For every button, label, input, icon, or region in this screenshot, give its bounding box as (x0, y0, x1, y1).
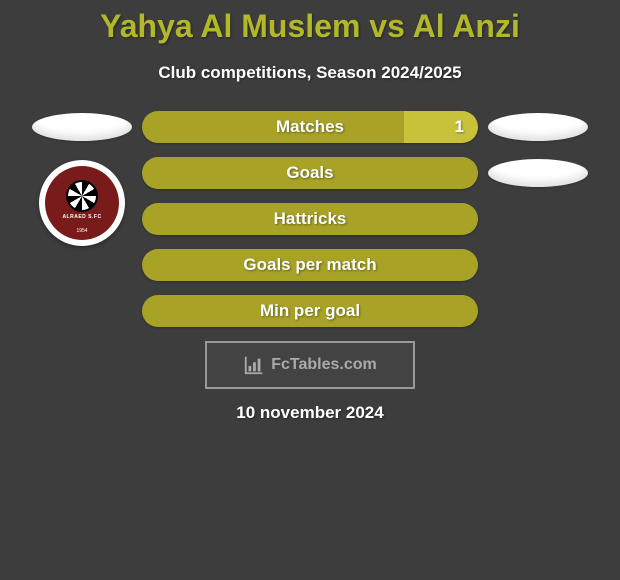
stat-label: Hattricks (274, 209, 347, 229)
stat-row-matches: Matches 1 (0, 111, 620, 143)
date-label: 10 november 2024 (0, 403, 620, 423)
watermark: FcTables.com (205, 341, 415, 389)
stat-bar-hattricks: Hattricks (142, 203, 478, 235)
club-badge-name: ALRAED S.FC (62, 214, 101, 220)
stat-bar-goals: Goals (142, 157, 478, 189)
stat-bar-matches: Matches 1 (142, 111, 478, 143)
stat-row-goals: ALRAED S.FC 1954 Goals (0, 157, 620, 189)
page-title: Yahya Al Muslem vs Al Anzi (0, 8, 620, 45)
stat-label: Matches (276, 117, 344, 137)
stat-label: Min per goal (260, 301, 360, 321)
watermark-text: FcTables.com (271, 356, 377, 374)
right-slot (488, 113, 588, 141)
left-slot: ALRAED S.FC 1954 (32, 160, 132, 186)
stat-row-mpg: Min per goal (0, 295, 620, 327)
avatar-ellipse-right (488, 113, 588, 141)
bar-chart-icon (243, 354, 265, 376)
avatar-ellipse-left (32, 113, 132, 141)
avatar-ellipse-right (488, 159, 588, 187)
comparison-card: Yahya Al Muslem vs Al Anzi Club competit… (0, 0, 620, 423)
left-slot (32, 113, 132, 141)
stat-label: Goals (286, 163, 333, 183)
stat-label: Goals per match (243, 255, 376, 275)
stat-row-gpm: Goals per match (0, 249, 620, 281)
stat-right-value: 1 (455, 117, 464, 137)
stat-bar-gpm: Goals per match (142, 249, 478, 281)
right-slot (488, 159, 588, 187)
club-badge-inner: ALRAED S.FC 1954 (45, 166, 119, 240)
stat-bar-mpg: Min per goal (142, 295, 478, 327)
page-subtitle: Club competitions, Season 2024/2025 (0, 63, 620, 83)
soccer-ball-icon (66, 180, 98, 212)
club-badge-left: ALRAED S.FC 1954 (39, 160, 125, 246)
club-badge-year: 1954 (76, 228, 87, 234)
